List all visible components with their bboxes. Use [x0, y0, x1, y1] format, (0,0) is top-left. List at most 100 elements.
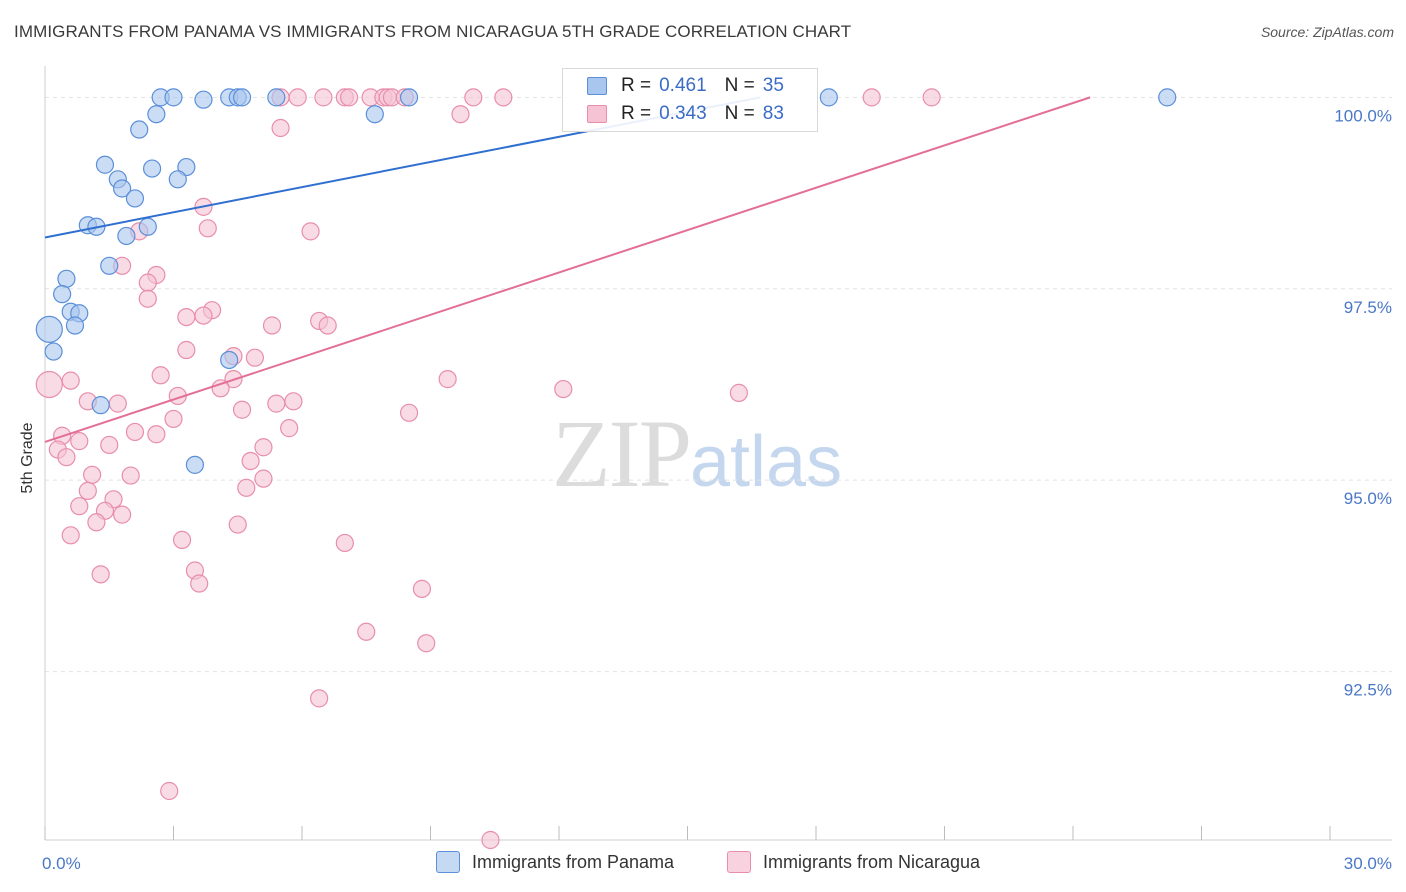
nicaragua-point	[417, 634, 436, 653]
legend-r-label: R =	[621, 103, 652, 124]
nicaragua-point	[35, 370, 63, 399]
panama-point	[164, 88, 183, 107]
nicaragua-point	[151, 366, 170, 385]
panama-point	[168, 170, 187, 189]
axes	[44, 66, 1392, 841]
panama-point	[232, 88, 252, 107]
nicaragua-point	[138, 289, 157, 308]
nicaragua-point	[310, 689, 329, 708]
legend-n-label: N =	[724, 103, 755, 124]
series-legend-panama[interactable]: Immigrants from Panama	[436, 851, 674, 873]
nicaragua-point	[83, 465, 102, 484]
nicaragua-point	[254, 469, 273, 488]
panama-point	[112, 179, 132, 198]
legend-r-value-panama: 0.461	[659, 75, 707, 96]
nicaragua-trend-line	[44, 96, 1091, 443]
legend-swatch-nicaragua	[587, 105, 607, 123]
nicaragua-point	[237, 478, 256, 497]
nicaragua-point	[271, 118, 290, 138]
nicaragua-point	[61, 371, 80, 390]
legend-n-label: N =	[724, 75, 755, 96]
nicaragua-point	[262, 316, 282, 335]
series-swatch-nicaragua	[727, 851, 751, 873]
legend-n-value-panama: 35	[762, 75, 784, 96]
series-label-nicaragua: Immigrants from Nicaragua	[763, 851, 981, 872]
legend-row-panama: R = 0.461 N = 35	[587, 73, 784, 99]
nicaragua-point	[177, 307, 196, 327]
y-tick-label: 100.0%	[1334, 106, 1392, 125]
y-tick-label: 95.0%	[1344, 489, 1392, 508]
nicaragua-point	[228, 515, 247, 534]
nicaragua-point	[160, 781, 179, 801]
panama-point	[142, 159, 162, 178]
nicaragua-point	[862, 88, 881, 107]
panama-point	[185, 455, 205, 474]
nicaragua-point	[314, 88, 333, 107]
nicaragua-point	[301, 222, 320, 241]
nicaragua-point	[57, 448, 76, 467]
nicaragua-point	[451, 105, 470, 124]
nicaragua-point	[87, 513, 106, 532]
nicaragua-point	[112, 505, 132, 524]
nicaragua-point	[438, 370, 457, 389]
nicaragua-point	[61, 526, 80, 545]
nicaragua-point	[78, 481, 97, 500]
nicaragua-point	[121, 466, 140, 485]
stats-legend: R = 0.461 N = 35 R = 0.343 N = 83	[562, 68, 818, 132]
nicaragua-point	[412, 579, 432, 598]
nicaragua-point	[280, 419, 299, 438]
panama-point	[44, 342, 63, 361]
nicaragua-point	[494, 88, 513, 107]
panama-point	[95, 155, 115, 174]
watermark-atlas: atlas	[690, 422, 843, 502]
nicaragua-points	[35, 88, 941, 850]
nicaragua-point	[177, 340, 196, 360]
nicaragua-point	[194, 306, 213, 325]
y-tick-label: 92.5%	[1344, 681, 1392, 700]
series-label-panama: Immigrants from Panama	[472, 851, 675, 872]
nicaragua-point	[922, 88, 941, 107]
watermark-zip: ZIP	[552, 400, 692, 507]
panama-point	[267, 88, 286, 107]
panama-point	[819, 88, 838, 107]
panama-point	[138, 217, 157, 236]
nicaragua-point	[481, 830, 500, 850]
source-label: Source: ZipAtlas.com	[1260, 24, 1394, 40]
legend-row-nicaragua: R = 0.343 N = 83	[587, 101, 784, 127]
nicaragua-point	[335, 533, 354, 553]
nicaragua-point	[284, 392, 303, 411]
nicaragua-point	[198, 219, 217, 238]
nicaragua-point	[729, 383, 749, 402]
nicaragua-point	[357, 622, 376, 641]
nicaragua-point	[554, 379, 573, 399]
series-swatch-panama	[436, 851, 460, 873]
panama-point	[220, 350, 239, 370]
nicaragua-point	[70, 432, 89, 451]
nicaragua-point	[164, 409, 183, 429]
nicaragua-point	[267, 394, 286, 413]
nicaragua-point	[318, 316, 337, 335]
legend-swatch-panama	[587, 77, 607, 95]
panama-point	[35, 315, 63, 343]
nicaragua-point	[399, 403, 419, 422]
legend-r-label: R =	[621, 75, 652, 96]
nicaragua-point	[232, 400, 252, 419]
panama-point	[365, 105, 384, 124]
panama-point	[1158, 88, 1177, 107]
nicaragua-point	[340, 88, 359, 107]
chart-title: IMMIGRANTS FROM PANAMA VS IMMIGRANTS FRO…	[14, 22, 852, 41]
series-legend-nicaragua[interactable]: Immigrants from Nicaragua	[727, 851, 980, 873]
nicaragua-point	[138, 273, 157, 292]
panama-point	[399, 88, 419, 107]
nicaragua-point	[172, 530, 192, 549]
panama-point	[147, 105, 166, 124]
panama-point	[53, 285, 72, 304]
legend-n-value-nicaragua: 83	[762, 103, 784, 124]
nicaragua-point	[147, 425, 166, 444]
nicaragua-point	[125, 422, 145, 442]
nicaragua-point	[241, 451, 260, 471]
panama-point	[57, 269, 76, 288]
panama-point	[117, 226, 136, 246]
tick-labels: 100.0% 97.5% 95.0% 92.5% 0.0% 30.0%	[42, 106, 1392, 873]
